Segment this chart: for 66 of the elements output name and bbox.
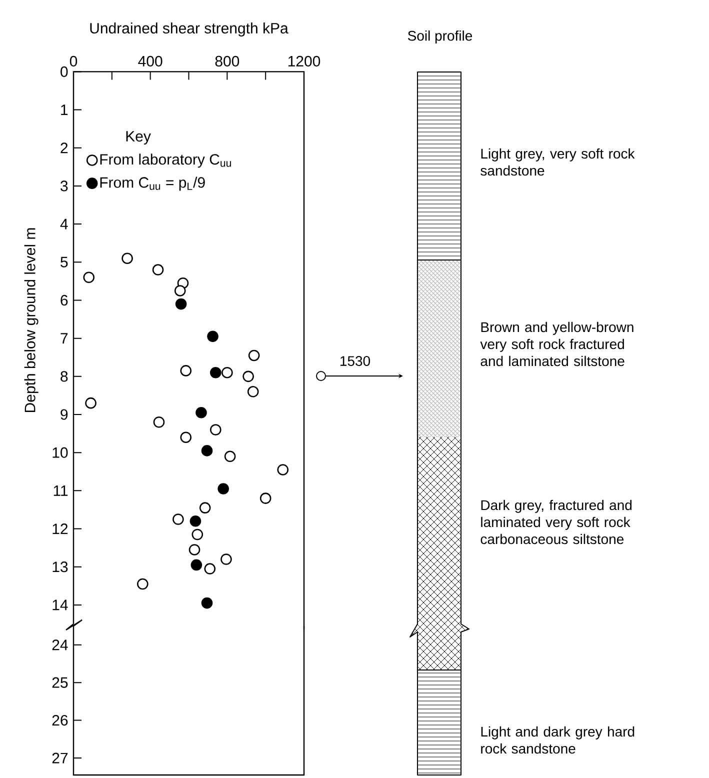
point	[248, 350, 260, 362]
point	[172, 514, 184, 525]
point	[152, 264, 164, 276]
point	[153, 416, 165, 428]
point	[190, 516, 202, 527]
point	[180, 365, 192, 376]
point	[175, 298, 187, 310]
x-tick-label: 800	[215, 56, 240, 66]
y-tick-label: 10	[52, 447, 68, 458]
point	[242, 370, 254, 382]
y-tick-label: 2	[60, 142, 68, 154]
point	[224, 450, 236, 462]
point	[277, 464, 289, 476]
point	[174, 285, 186, 296]
point	[136, 578, 148, 590]
x-tick-label: 400	[138, 56, 162, 66]
y-tick-label: 26	[52, 714, 68, 726]
point	[192, 528, 204, 540]
point	[83, 272, 95, 284]
y-tick-label: 9	[60, 409, 68, 420]
y-tick-label: 11	[54, 486, 68, 496]
y-tick-label: 7	[60, 333, 68, 344]
point	[210, 424, 222, 436]
point	[122, 252, 133, 264]
y-tick-label: 5	[60, 256, 68, 268]
y-tick-label: 14	[52, 600, 68, 610]
point	[247, 386, 259, 398]
point	[201, 597, 213, 609]
y-tick-label: 27	[52, 752, 68, 764]
legend-label: From laboratory C$_{uu}$	[100, 154, 231, 168]
y-tick-label: 25	[52, 677, 68, 688]
y-tick-label: 0	[60, 66, 68, 77]
text: 1530	[340, 356, 370, 366]
y-tick-label: 1	[61, 104, 68, 115]
text: Light grey, very soft rock sandstone	[480, 148, 635, 176]
point	[85, 397, 96, 409]
point	[190, 559, 202, 571]
point	[210, 366, 222, 378]
point	[218, 483, 229, 494]
point	[196, 406, 207, 418]
y-tick-label: 3	[60, 180, 68, 192]
x-axis-title: Undrained shear strength kPa	[90, 22, 288, 36]
x-tick-label: 1200	[288, 56, 320, 66]
y-tick-label: 12	[52, 524, 68, 534]
point	[201, 445, 213, 456]
point	[220, 554, 232, 565]
point	[260, 492, 272, 504]
y-axis-title: Depth below ground level m	[24, 228, 38, 412]
y-tick-label: 8	[60, 371, 68, 382]
point	[188, 544, 200, 556]
y-tick-label: 13	[52, 562, 68, 572]
y-tick-label: 4	[60, 218, 68, 230]
text: Dark grey, fractured and laminated very soft rock carbonaceous siltstone	[480, 500, 632, 544]
text: Soil profile	[408, 30, 472, 44]
point	[199, 502, 211, 514]
text: Light and dark grey hard rock sandstone	[481, 726, 634, 754]
x-tick-label: 0	[70, 56, 78, 66]
y-tick-label: 24	[52, 640, 68, 650]
text: Brown and yellow-brown very soft rock fractured and laminated siltstone	[480, 322, 634, 366]
point	[222, 366, 233, 378]
legend-title: Key	[126, 131, 151, 145]
point	[180, 432, 192, 444]
y-tick-label: 6	[60, 294, 68, 306]
point	[207, 330, 218, 342]
legend-label: From C$_{uu}$ = p$_{L}$/9	[100, 176, 205, 191]
point	[204, 563, 216, 574]
